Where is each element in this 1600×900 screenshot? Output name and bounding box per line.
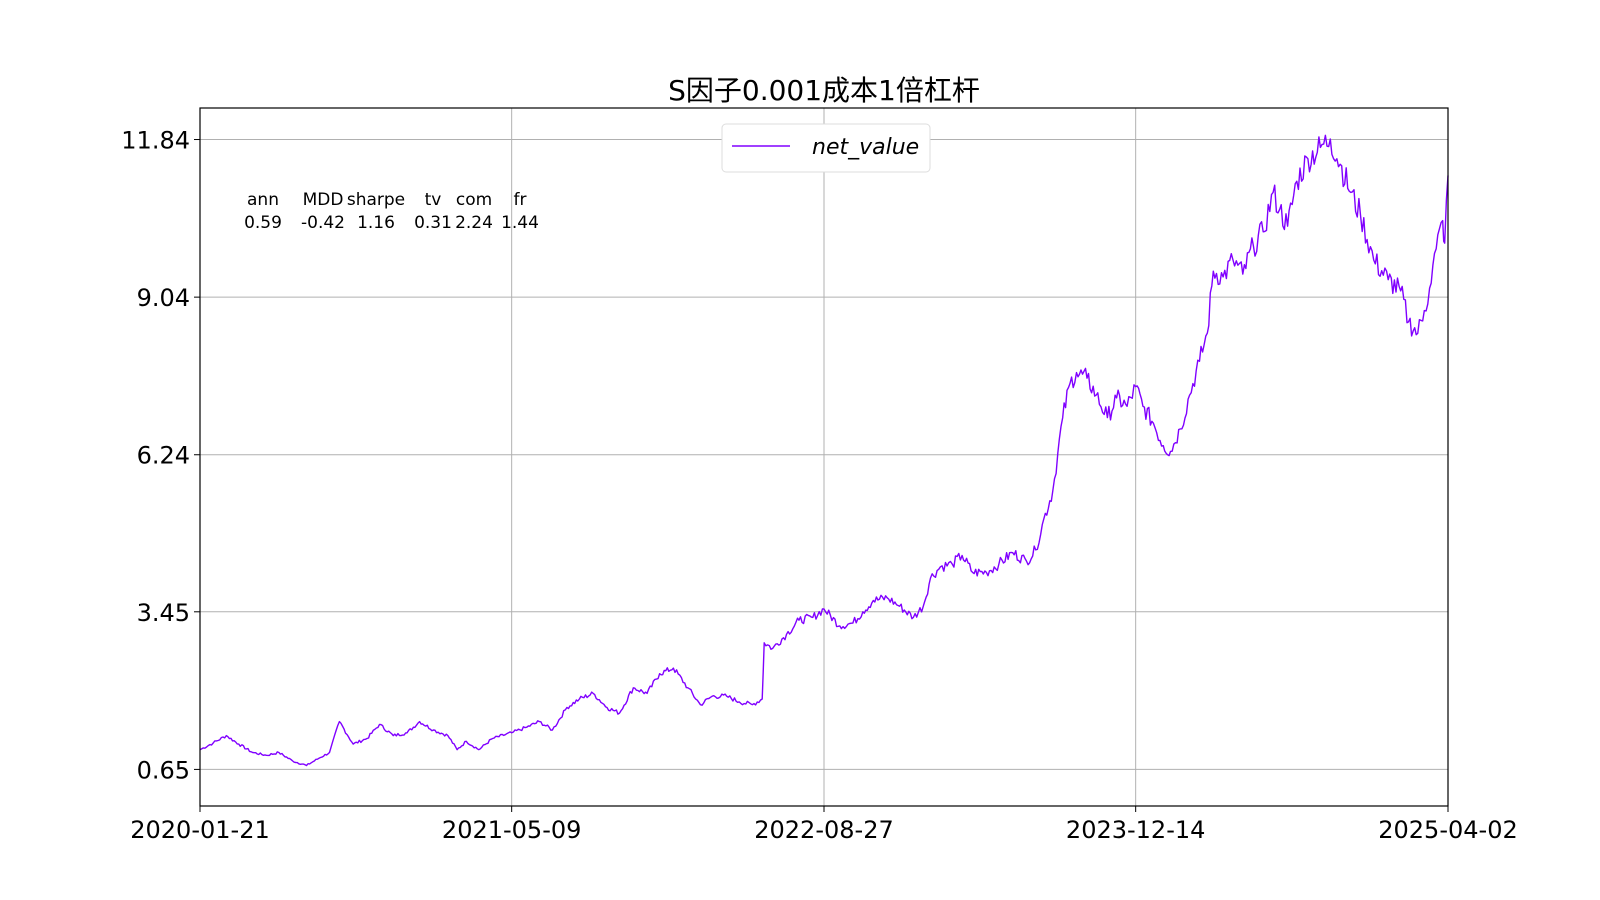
- stats-value: 0.31: [414, 213, 452, 233]
- stats-header: tv: [425, 190, 442, 210]
- series-line-net-value: [199, 134, 1449, 767]
- stats-header: fr: [514, 190, 527, 210]
- stats-value: 1.16: [357, 213, 395, 233]
- stats-header: ann: [247, 190, 279, 210]
- series-layer: [199, 134, 1449, 767]
- x-tick-label: 2022-08-27: [754, 816, 893, 844]
- legend: net_value: [721, 123, 931, 173]
- stats-value: 2.24: [455, 213, 493, 233]
- stats-header: sharpe: [347, 190, 405, 210]
- stats-header: com: [456, 190, 492, 210]
- stats-table: ann MDD sharpe tv com fr 0.59 -0.42 1.16 0.31 2.24…: [244, 190, 539, 233]
- legend-box: [721, 123, 931, 173]
- x-tick-label: 2021-05-09: [442, 816, 581, 844]
- x-tick-label: 2025-04-02: [1378, 816, 1517, 844]
- x-tick-label: 2023-12-14: [1066, 816, 1205, 844]
- y-tick-label: 6.24: [137, 442, 190, 470]
- legend-label: net_value: [812, 135, 919, 160]
- y-tick-label: 0.65: [137, 756, 190, 784]
- y-tick-label: 3.45: [137, 599, 190, 627]
- x-tick-label: 2020-01-21: [130, 816, 269, 844]
- y-tick-label: 11.84: [121, 127, 190, 155]
- stats-value: 1.44: [501, 213, 539, 233]
- y-tick-label: 9.04: [137, 284, 190, 312]
- stats-value: -0.42: [301, 213, 345, 233]
- axis-ticks: 2020-01-21 2021-05-09 2022-08-27 2023-12-14…: [121, 127, 1517, 844]
- chart-title: S因子0.001成本1倍杠杆: [668, 74, 980, 107]
- stats-header: MDD: [303, 190, 344, 210]
- stats-value: 0.59: [244, 213, 282, 233]
